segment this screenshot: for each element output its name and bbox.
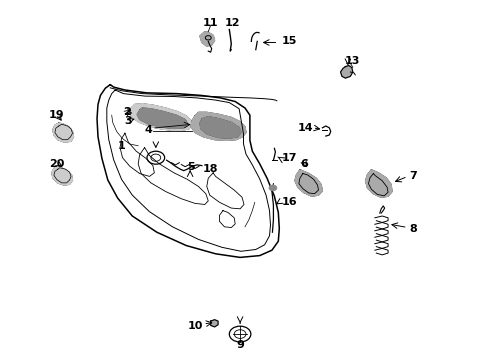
Text: 13: 13 [345, 56, 361, 66]
Text: 4: 4 [144, 125, 152, 135]
Text: 3: 3 [124, 116, 132, 126]
Polygon shape [366, 170, 392, 197]
Polygon shape [130, 104, 192, 130]
Polygon shape [53, 123, 74, 142]
Text: 6: 6 [300, 159, 308, 169]
Text: 7: 7 [409, 171, 417, 181]
Polygon shape [52, 166, 73, 185]
Polygon shape [341, 66, 353, 78]
Polygon shape [191, 112, 246, 140]
Text: 18: 18 [203, 164, 219, 174]
Text: 8: 8 [409, 224, 417, 234]
Text: 19: 19 [49, 110, 64, 120]
Text: 10: 10 [188, 321, 203, 331]
Text: 14: 14 [298, 123, 314, 133]
Polygon shape [211, 320, 218, 327]
Text: 20: 20 [49, 159, 64, 169]
Polygon shape [295, 170, 322, 196]
Polygon shape [137, 108, 188, 129]
Polygon shape [200, 117, 241, 138]
Circle shape [269, 185, 277, 191]
Polygon shape [200, 32, 215, 46]
Text: 17: 17 [282, 153, 297, 163]
Text: 12: 12 [225, 18, 241, 28]
Text: 9: 9 [236, 340, 244, 350]
Text: 1: 1 [117, 141, 125, 151]
Text: 5: 5 [187, 162, 195, 172]
Text: 2: 2 [123, 107, 131, 117]
Text: 16: 16 [282, 197, 297, 207]
Text: 11: 11 [203, 18, 219, 28]
Text: 15: 15 [282, 36, 297, 46]
